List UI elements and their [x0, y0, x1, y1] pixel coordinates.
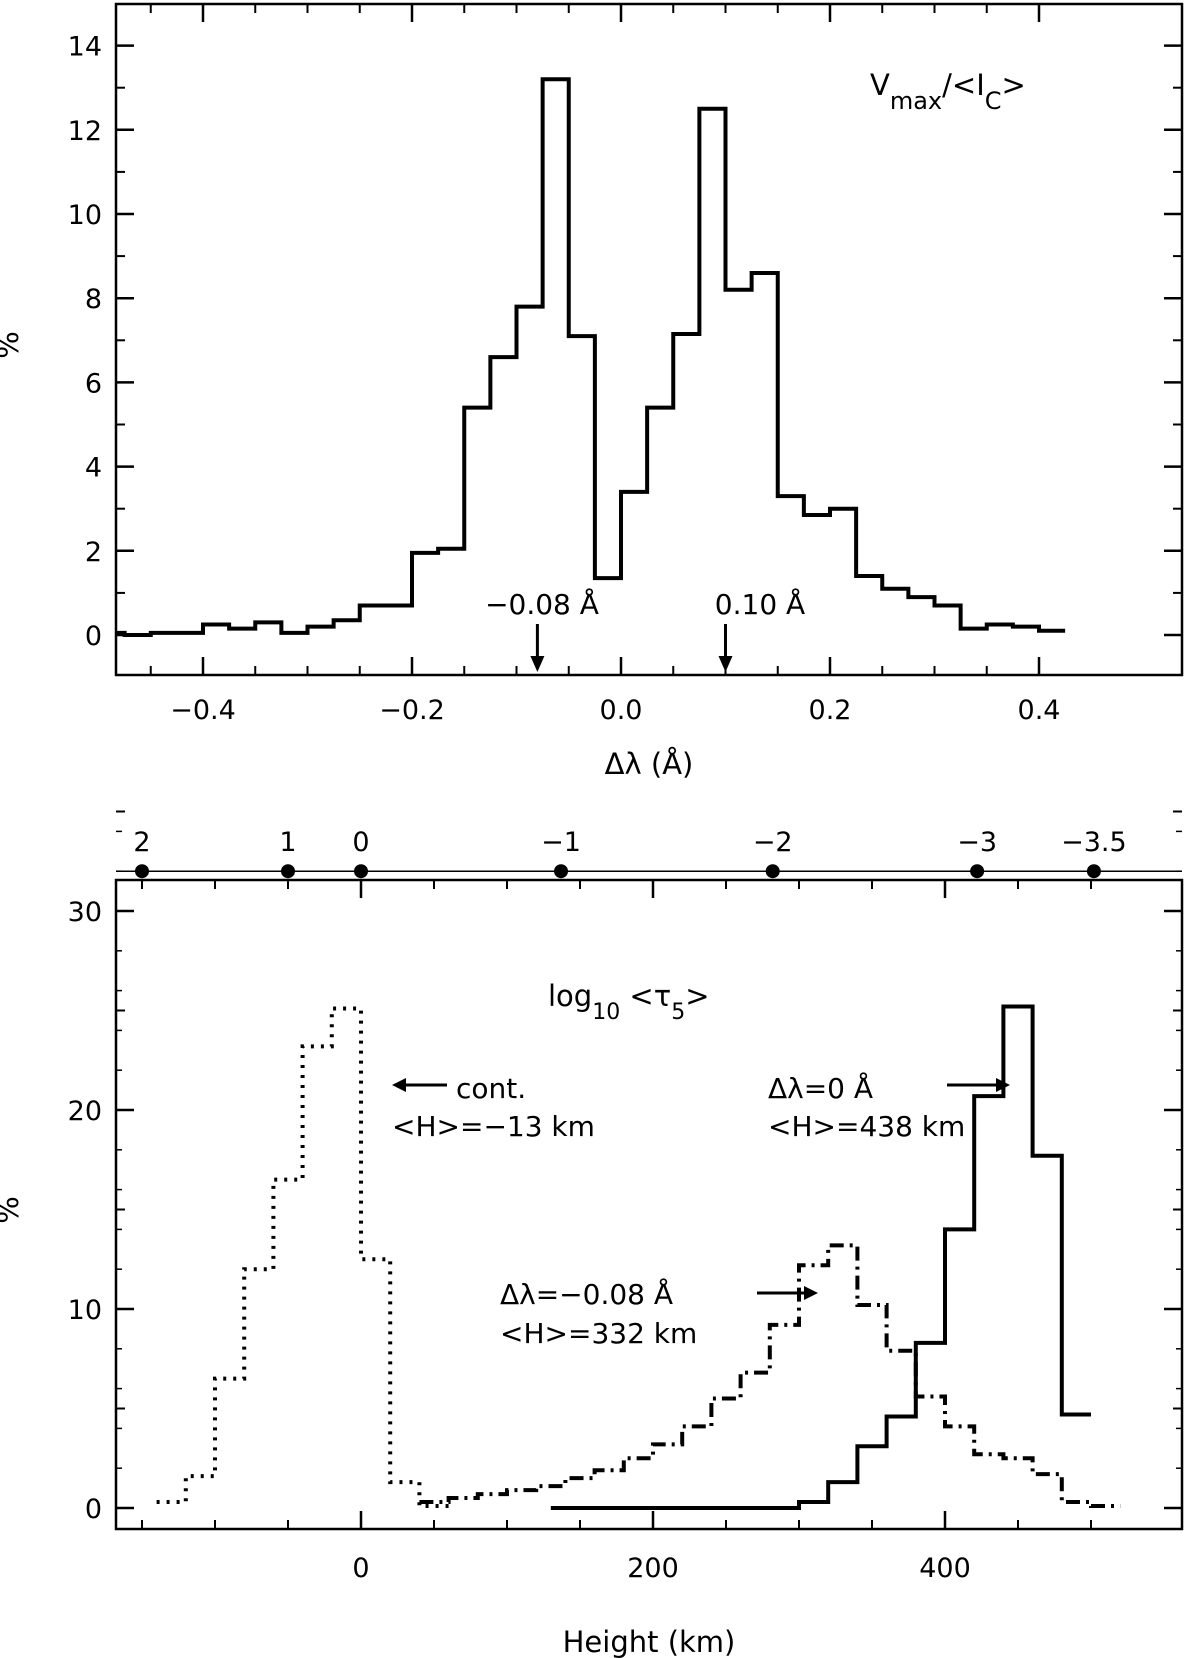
- annotation-zero-line1: Δλ=0 Å: [768, 1071, 873, 1105]
- tau-axis-point: [554, 864, 569, 879]
- annotation-minus-0.08: −0.08 Å: [485, 587, 599, 621]
- bottom-x-axis-label: Height (km): [563, 1625, 736, 1658]
- bottom-x-tick-label: 400: [919, 1553, 971, 1584]
- top-plot-frame: [114, 2, 1184, 677]
- bottom-y-tick-label: 20: [68, 1096, 102, 1127]
- top-annotation-arrow-head: [718, 656, 733, 672]
- top-x-axis-ticks: −0.4 −0.2 0.0 0.2 0.4: [149, 4, 1061, 726]
- top-x-axis-label: Δλ (Å): [605, 747, 694, 781]
- top-y-tick-label: 4: [85, 453, 102, 484]
- top-x-tick-label: −0.2: [379, 695, 445, 726]
- top-x-tick-label: −0.4: [170, 695, 236, 726]
- top-x-tick-label: 0.0: [600, 695, 643, 726]
- tau-axis-point: [1086, 864, 1101, 879]
- bottom-y-tick-label: 0: [85, 1494, 102, 1525]
- continuum-histogram-dotted: [156, 1006, 449, 1509]
- annotation-cont-line1: cont.: [456, 1072, 526, 1105]
- tau-axis-point-label: 0: [352, 827, 369, 858]
- tau-axis-point-label: −3.5: [1061, 827, 1127, 858]
- top-y-tick-label: 2: [85, 537, 102, 568]
- top-y-tick-label: 8: [85, 284, 102, 315]
- top-x-tick-label: 0.4: [1018, 695, 1061, 726]
- top-series-label: Vmax/<IC>: [870, 68, 1026, 115]
- minus-0.08-histogram-dashdot: [419, 1243, 1121, 1509]
- bottom-plot-frame: [114, 878, 1184, 1531]
- top-y-tick-label: 14: [68, 32, 102, 63]
- tau-axis-point-label: −2: [753, 827, 793, 858]
- tau-axis: 2 1 0 −1 −2 −3 −3.5: [116, 827, 1182, 879]
- bottom-y-axis-label: %: [0, 1196, 25, 1224]
- tau-axis-point-label: −3: [957, 827, 997, 858]
- tau-axis-label: log10 <τ5>: [548, 979, 710, 1025]
- annotation-shift-line2: <H>=332 km: [500, 1317, 697, 1350]
- line-center-histogram-solid: [550, 1004, 1091, 1510]
- bottom-x-tick-label: 0: [352, 1553, 369, 1584]
- annotation-plus-0.10: 0.10 Å: [715, 587, 805, 621]
- tau-axis-point: [354, 864, 368, 879]
- tau-axis-point: [135, 864, 149, 879]
- top-x-tick-label: 0.2: [809, 695, 852, 726]
- top-histogram-line: [116, 77, 1066, 637]
- annotation-shift-line1: Δλ=−0.08 Å: [500, 1277, 673, 1311]
- top-y-axis-ticks: 0 2 4 6 8 10 12 14: [68, 32, 1182, 652]
- annotation-cont-line2: <H>=−13 km: [392, 1110, 595, 1143]
- bottom-y-tick-label: 30: [68, 897, 102, 928]
- tau-axis-point: [281, 864, 295, 879]
- top-annotation-arrow-head: [530, 656, 545, 672]
- annotation-zero-line2: <H>=438 km: [768, 1110, 965, 1143]
- tau-axis-point: [765, 864, 780, 879]
- bottom-annotation-arrows: [392, 1078, 1010, 1300]
- top-panel: 0 2 4 6 8 10 12 14 −0.4 −0.2 0.0 0.2 0.4 % Δλ (Å) V…: [0, 2, 1184, 781]
- top-y-tick-label: 10: [68, 200, 102, 231]
- top-y-tick-label: 0: [85, 621, 102, 652]
- top-y-axis-label: %: [0, 331, 25, 359]
- top-y-tick-label: 6: [85, 368, 102, 399]
- bottom-x-axis-ticks: 0 200 400: [141, 880, 1092, 1584]
- bottom-x-tick-label: 200: [627, 1553, 679, 1584]
- tau-axis-point: [970, 864, 985, 879]
- tau-axis-point-label: 1: [279, 827, 296, 858]
- top-y-tick-label: 12: [68, 116, 102, 147]
- tau-axis-point-label: −1: [541, 827, 581, 858]
- top-annotation-arrows: [530, 624, 733, 672]
- tau-axis-point-label: 2: [133, 827, 150, 858]
- bottom-y-tick-label: 10: [68, 1295, 102, 1326]
